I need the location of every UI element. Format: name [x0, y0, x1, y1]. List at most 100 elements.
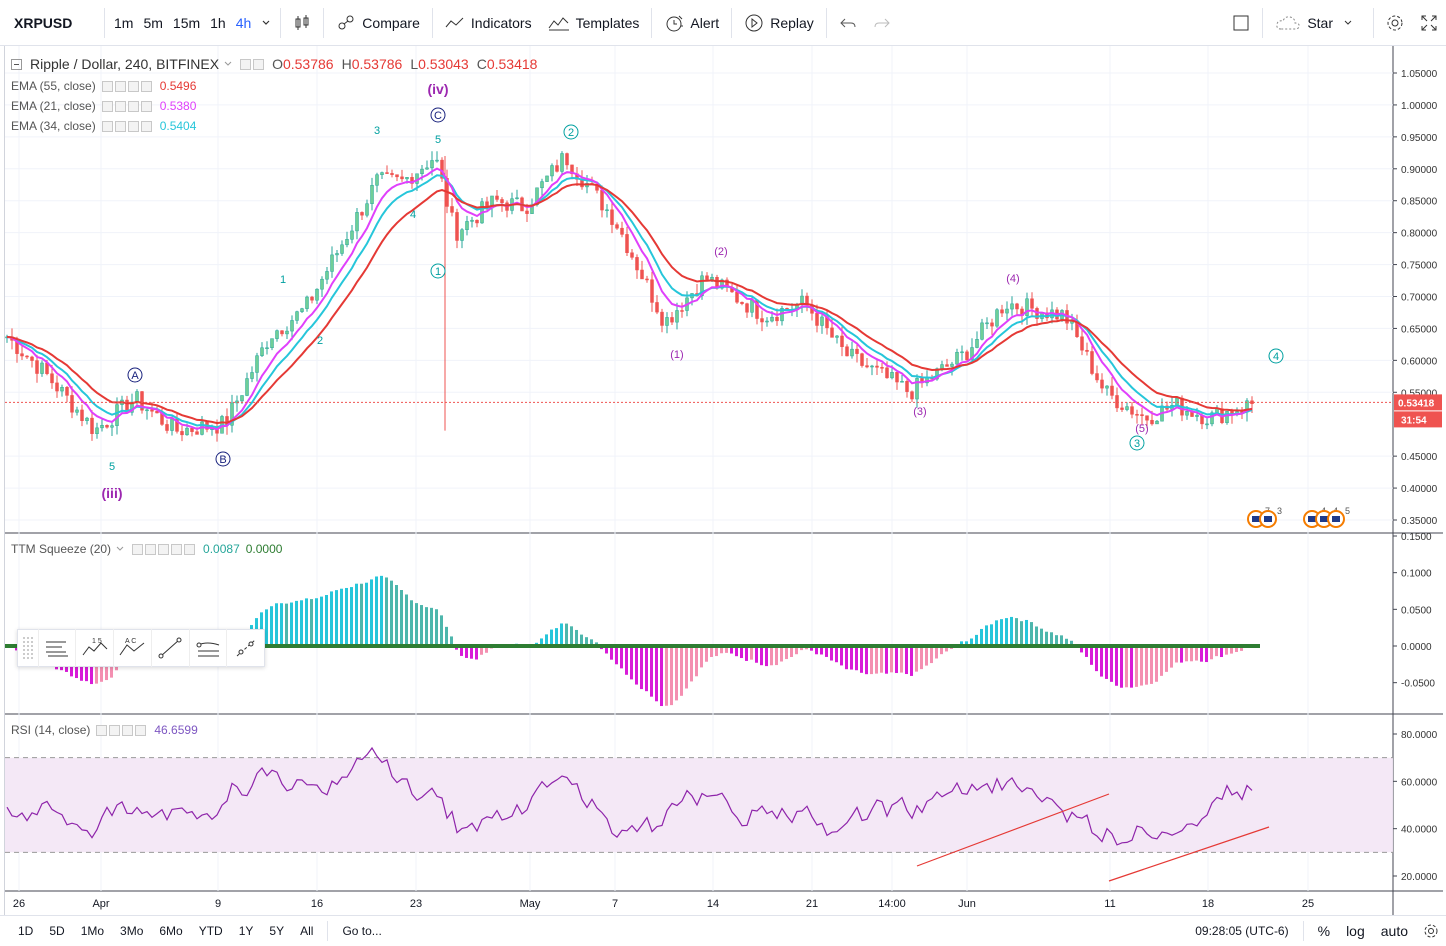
squeeze-bar: [275, 603, 278, 646]
price-tick-label: 0.40000: [1401, 484, 1438, 495]
chevron-down-icon[interactable]: [222, 59, 234, 69]
range-3mo[interactable]: 3Mo: [120, 924, 144, 938]
candle-body: [1140, 414, 1144, 416]
rsi-legend[interactable]: RSI (14, close) 46.6599: [11, 723, 198, 737]
squeeze-controls[interactable]: [132, 543, 197, 555]
elliott-correction-icon[interactable]: A C: [113, 629, 151, 667]
range-5y[interactable]: 5Y: [269, 924, 285, 938]
ohlc-high: 0.53786: [351, 56, 403, 72]
candle-body: [865, 365, 869, 368]
squeeze-bar: [445, 626, 448, 646]
range-6mo[interactable]: 6Mo: [159, 924, 183, 938]
log-toggle[interactable]: log: [1346, 923, 1365, 939]
squeeze-legend[interactable]: TTM Squeeze (20) 0.0087 0.0000: [11, 542, 282, 556]
range-1d[interactable]: 1D: [18, 924, 34, 938]
interval-4h[interactable]: 4h: [235, 14, 252, 31]
candle-body: [265, 347, 269, 349]
ray-line-icon[interactable]: [226, 629, 264, 667]
chart-area[interactable]: 1.05000 1.00000 0.95000 0.90000 0.85000 0.800…: [4, 46, 1443, 915]
goto-button[interactable]: Go to...: [342, 924, 382, 938]
ema-55-legend[interactable]: EMA (55, close) 0.5496: [11, 79, 196, 93]
wave-marker-circle: [563, 124, 579, 140]
parallel-channel-icon[interactable]: [188, 629, 227, 667]
cloud-icon: [1276, 15, 1300, 29]
candle-body: [170, 418, 174, 431]
range-all[interactable]: All: [300, 924, 314, 938]
squeeze-bar: [1025, 619, 1028, 646]
candle-body: [720, 279, 724, 289]
squeeze-bar: [265, 609, 268, 646]
series-controls[interactable]: [240, 58, 266, 70]
chevron-down-icon[interactable]: [256, 0, 276, 46]
fullscreen-toggle-icon[interactable]: [1224, 0, 1258, 46]
gear-icon[interactable]: [1416, 916, 1446, 946]
ema-controls[interactable]: [101, 120, 154, 132]
squeeze-tick-label: 0.1500: [1401, 532, 1432, 543]
price-tick-label: 0.45000: [1401, 452, 1438, 463]
candle-body: [360, 212, 364, 216]
interval-1m[interactable]: 1m: [114, 14, 134, 31]
auto-toggle[interactable]: auto: [1380, 923, 1408, 939]
candle-body: [995, 309, 999, 327]
range-1mo[interactable]: 1Mo: [80, 924, 105, 938]
event-flag-icon: [1252, 516, 1260, 522]
interval-1h[interactable]: 1h: [210, 14, 226, 31]
interval-5m[interactable]: 5m: [143, 14, 163, 31]
percent-toggle[interactable]: %: [1317, 923, 1331, 939]
squeeze-bar: [660, 646, 663, 707]
squeeze-bar: [435, 609, 438, 646]
templates-button[interactable]: Templates: [540, 0, 648, 46]
compare-button[interactable]: Compare: [328, 0, 428, 46]
collapse-icon[interactable]: [11, 58, 22, 70]
gear-icon[interactable]: [1378, 0, 1412, 46]
expand-icon[interactable]: [1412, 0, 1446, 46]
candle-body: [940, 364, 944, 369]
chart-canvas[interactable]: 1.05000 1.00000 0.95000 0.90000 0.85000 0.800…: [5, 46, 1443, 915]
squeeze-tick-label: -0.0500: [1401, 679, 1435, 690]
indicators-label: Indicators: [470, 14, 532, 31]
undo-icon[interactable]: [831, 0, 865, 46]
ema-controls[interactable]: [101, 100, 154, 112]
symbol-search[interactable]: XRPUSD: [14, 14, 73, 31]
indicators-button[interactable]: Indicators: [437, 0, 540, 46]
ema-controls[interactable]: [101, 80, 154, 92]
squeeze-bar: [1205, 646, 1208, 663]
squeeze-bar: [885, 646, 888, 674]
squeeze-bar: [910, 646, 913, 676]
wave-marker-circle: [430, 107, 446, 123]
chevron-down-icon: [1344, 20, 1352, 25]
squeeze-bar: [545, 634, 548, 646]
horizontal-lines-icon[interactable]: [37, 629, 76, 667]
squeeze-bar: [430, 607, 433, 646]
range-1y[interactable]: 1Y: [238, 924, 254, 938]
squeeze-bar: [980, 628, 983, 646]
squeeze-bar: [855, 646, 858, 671]
candle-body: [335, 253, 339, 256]
candle-body: [450, 206, 454, 213]
trend-line-icon[interactable]: [150, 629, 189, 667]
range-5d[interactable]: 5D: [49, 924, 65, 938]
candles-icon[interactable]: [285, 0, 319, 46]
squeeze-bar: [695, 646, 698, 677]
wave-label: (4): [1006, 273, 1019, 285]
candle-body: [1090, 351, 1094, 374]
ema-21-legend[interactable]: EMA (21, close) 0.5380: [11, 99, 196, 113]
ema-55-name: EMA (55, close): [11, 79, 96, 93]
candle-body: [320, 278, 324, 290]
candle-body: [1175, 397, 1179, 406]
drag-handle[interactable]: [22, 636, 34, 660]
replay-button[interactable]: Replay: [736, 0, 822, 46]
squeeze-bar: [1105, 646, 1108, 679]
candle-body: [1100, 379, 1104, 389]
rsi-line: [6, 746, 1253, 846]
ema-34-legend[interactable]: EMA (34, close) 0.5404: [11, 119, 196, 133]
rsi-controls[interactable]: [96, 724, 148, 736]
star-button[interactable]: Star: [1267, 0, 1369, 46]
redo-icon[interactable]: [865, 0, 899, 46]
range-ytd[interactable]: YTD: [198, 924, 223, 938]
interval-15m[interactable]: 15m: [172, 14, 201, 31]
elliott-impulse-icon[interactable]: 1 5: [75, 629, 113, 667]
chevron-down-icon[interactable]: [114, 544, 126, 554]
alert-button[interactable]: Alert: [656, 0, 727, 46]
candle-body: [620, 227, 624, 235]
